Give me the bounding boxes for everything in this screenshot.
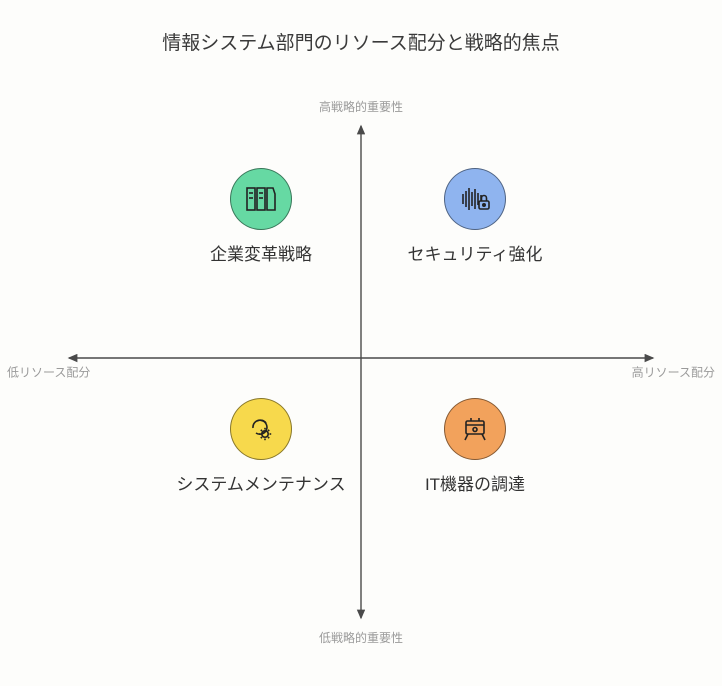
axis-label-bottom: 低戦略的重要性 [319,629,403,646]
quadrant-top-left: 企業変革戦略 [171,168,351,267]
quadrant-bottom-right: IT機器の調達 [385,398,565,497]
axis-label-right: 高リソース配分 [632,364,715,381]
axes [59,98,663,646]
quadrant-label: 企業変革戦略 [210,244,312,267]
buildings-icon [230,168,292,230]
quadrant-bottom-left: システムメンテナンス [171,398,351,497]
quadrant-chart: 高戦略的重要性 低戦略的重要性 低リソース配分 高リソース配分 企業変革戦略 [59,98,663,646]
quadrant-label: システムメンテナンス [176,474,345,497]
quadrant-label: IT機器の調達 [425,474,525,497]
maintenance-icon [230,398,292,460]
quadrant-top-right: セキュリティ強化 [385,168,565,267]
axis-label-left: 低リソース配分 [7,364,90,381]
axis-label-top: 高戦略的重要性 [319,98,403,115]
page-title: 情報システム部門のリソース配分と戦略的焦点 [0,28,722,55]
quadrant-label: セキュリティ強化 [408,244,543,267]
security-icon [444,168,506,230]
procurement-icon [444,398,506,460]
